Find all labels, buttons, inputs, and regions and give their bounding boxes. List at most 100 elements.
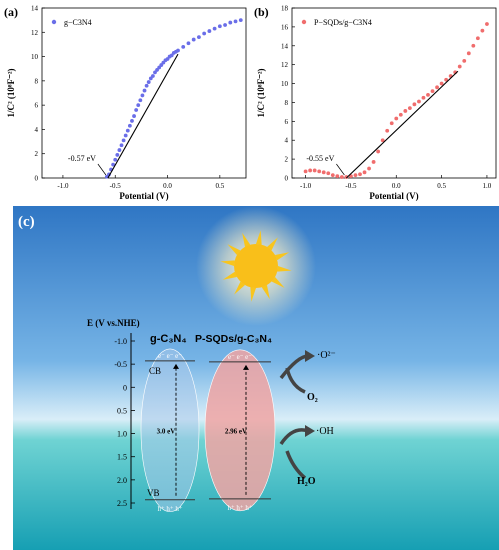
chart-a-data-point — [150, 74, 155, 78]
chart-b-data-point — [308, 168, 313, 173]
psqds-holes: h⁺ h⁺ h⁺ — [227, 504, 252, 512]
sun-ray — [271, 277, 285, 288]
cb-label: CB — [149, 366, 161, 376]
chart-a-data-point — [197, 35, 201, 40]
chart-a-y-tick-label: 10 — [31, 53, 39, 61]
energy-axis-tick-label: 1.0 — [117, 430, 127, 439]
chart-b-data-point — [321, 170, 326, 175]
sun-ray — [220, 260, 235, 266]
energy-axis-title: E (V vs.NHE) — [87, 318, 140, 328]
chart-a-data-point — [123, 133, 128, 138]
chart-panel-b: 0 2 4 6 8 10 12 14 16 18 -1.0 -0.5 0.0 0.5 1.0 Potentia… — [250, 0, 499, 203]
chart-a-data-point — [136, 103, 141, 108]
chart-b-data-point — [353, 173, 358, 178]
chart-b-data-point — [403, 109, 408, 113]
chart-a-data-point — [181, 44, 186, 49]
energy-axis-tick-label: 2.5 — [117, 499, 127, 508]
superoxide-label: ·O²⁻ — [317, 350, 336, 361]
chart-b-data-point — [312, 168, 317, 173]
chart-b-data-point — [376, 149, 381, 154]
band-diagram-svg: (c) E (V vs.NHE) -1.0 -0.5 0 0.5 1.0 1.5 2.0 2.5 e… — [13, 206, 499, 550]
chart-b-data-point — [398, 112, 403, 117]
oxygen-label: O₂ — [307, 392, 318, 403]
chart-a-data-point — [233, 19, 238, 24]
chart-b-data-point — [480, 28, 485, 33]
chart-a-data-point — [130, 119, 134, 123]
chart-b-y-tick-label: 2 — [285, 156, 289, 164]
sun-disc — [234, 244, 278, 288]
chart-b-data-point — [330, 173, 335, 178]
chart-b-data-point — [371, 160, 376, 164]
chart-b-data-point — [358, 172, 362, 177]
chart-a-data-point — [223, 23, 227, 27]
chart-b-data-point — [380, 138, 385, 143]
chart-a-data-point — [142, 88, 147, 93]
psqds-band-gap-label: 2.96 eV — [225, 427, 247, 435]
chart-b-data-point — [385, 128, 390, 133]
sun-ray — [227, 244, 241, 255]
chart-a-data-point — [113, 157, 118, 162]
chart-b-data-point — [367, 166, 371, 171]
chart-b-data-point — [303, 169, 308, 174]
chart-b-data-point — [344, 175, 349, 179]
chart-a-data-point — [140, 93, 145, 98]
hydroxyl-label: ·OH — [316, 426, 334, 437]
chart-b-y-tick-label: 0 — [285, 175, 289, 183]
psqds-title: P-SQDs/g-C₃N₄ — [195, 333, 272, 345]
chart-a-data-point — [117, 148, 122, 152]
chart-b-data-point — [394, 116, 399, 121]
chart-b-data-point — [430, 89, 435, 94]
oxygen-arrow — [285, 367, 306, 394]
chart-b-data-point — [457, 64, 462, 69]
chart-b-y-tick-label: 16 — [281, 23, 289, 31]
chart-a-annotation-pointer — [97, 163, 107, 176]
sun-ray — [275, 252, 290, 261]
chart-a-data-point — [127, 123, 132, 128]
chart-b-data-point — [439, 81, 444, 86]
chart-b-tangent-line — [346, 70, 459, 179]
chart-b-data-point — [417, 99, 421, 104]
sun-ray — [261, 285, 270, 300]
chart-a-data-point — [207, 29, 212, 33]
chart-b-annotation: -0.55 eV — [306, 154, 334, 163]
chart-b-data-point — [462, 58, 467, 63]
chart-a-annotation: -0.57 eV — [68, 154, 96, 163]
chart-a-data-point — [217, 24, 222, 29]
chart-b-x-tick-label: 1.0 — [483, 182, 492, 190]
chart-b-x-axis-label: Potential (V) — [369, 191, 418, 201]
psqds-band-ellipse — [204, 349, 276, 512]
gcn-excitation-arrowhead — [173, 363, 179, 369]
energy-axis-tick-label: 0.5 — [117, 406, 127, 415]
chart-a-x-tick-label: -1.0 — [57, 182, 69, 190]
chart-a-data-point — [138, 98, 143, 103]
sun-ray — [267, 237, 278, 251]
energy-axis-tick-label: -1.0 — [114, 337, 127, 346]
chart-a-data-point — [176, 48, 180, 53]
chart-a-x-tick-label: -0.5 — [110, 182, 122, 190]
chart-a-legend-marker — [51, 19, 57, 25]
sun-ray — [250, 287, 256, 302]
chart-b-plot-frame — [291, 7, 497, 179]
gcn-title: g-C₃N₄ — [150, 333, 187, 345]
chart-b-svg: 0 2 4 6 8 10 12 14 16 18 -1.0 -0.5 0.0 0.5 1.0 Potentia… — [254, 5, 497, 201]
hydroxyl-arrowhead — [305, 425, 315, 437]
chart-a-data-point — [111, 162, 116, 167]
energy-axis-tick-label: 2.0 — [117, 476, 127, 485]
sun-ray — [256, 230, 262, 245]
chart-b-legend-label: P−SQDs/g−C3N4 — [314, 18, 372, 27]
chart-b-data-point — [317, 169, 322, 174]
chart-b-data-point — [421, 95, 426, 100]
chart-a-data-point — [212, 26, 217, 31]
chart-b-y-tick-label: 10 — [281, 80, 289, 88]
chart-a-data-point — [144, 83, 149, 88]
chart-b-y-tick-label: 14 — [281, 42, 289, 50]
chart-a-plot-frame — [41, 7, 247, 179]
chart-panel-a: 0 2 4 6 8 10 12 14 -1.0 -0.5 0.0 0.5 Potential (V) 1/… — [0, 0, 250, 203]
gcn-band-ellipse — [140, 348, 200, 513]
chart-b-y-tick-label: 6 — [285, 118, 289, 126]
panel-c-label: (c) — [18, 214, 35, 230]
chart-a-y-tick-label: 12 — [31, 29, 39, 37]
chart-a-data-point — [121, 138, 126, 143]
chart-b-y-tick-label: 12 — [281, 61, 289, 69]
energy-axis-tick-label: -0.5 — [114, 360, 127, 369]
